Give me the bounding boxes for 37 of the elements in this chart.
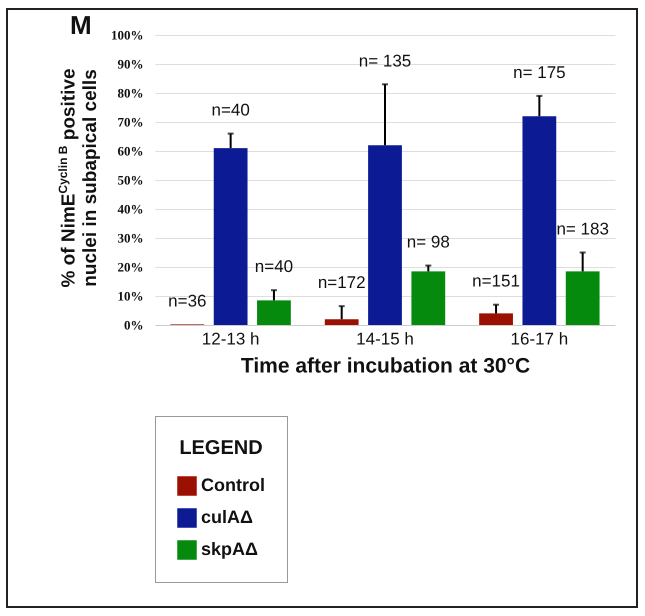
annotation: n=151 bbox=[472, 272, 520, 291]
legend-label: Control bbox=[201, 475, 265, 495]
x-tick-label: 12-13 h bbox=[202, 330, 260, 348]
annotation: n=40 bbox=[254, 257, 294, 276]
y-tick-label: 0% bbox=[124, 318, 144, 332]
legend-title: LEGEND bbox=[179, 437, 263, 459]
y-tick-label: 20% bbox=[118, 260, 144, 274]
y-tick-label: 10% bbox=[118, 288, 144, 304]
annotation: n= 98 bbox=[406, 232, 450, 252]
bar bbox=[411, 271, 446, 325]
chart-title: M bbox=[70, 10, 92, 40]
annotation: n= 135 bbox=[358, 51, 412, 70]
annotation: n= 183 bbox=[556, 220, 609, 238]
legend-label: culAΔ bbox=[201, 507, 254, 527]
legend-label: skpAΔ bbox=[201, 539, 258, 559]
bar bbox=[522, 116, 556, 325]
bar bbox=[324, 319, 359, 325]
bar bbox=[479, 313, 513, 325]
bar bbox=[566, 271, 600, 325]
annotation: n=36 bbox=[168, 291, 206, 310]
x-axis-title: Time after incubation at 30°C bbox=[240, 354, 530, 378]
bar bbox=[257, 300, 291, 325]
y-tick-label: 40% bbox=[118, 202, 144, 216]
annotation: n= 175 bbox=[513, 62, 566, 82]
x-tick-label: 16-17 h bbox=[510, 330, 568, 348]
annotation: n=40 bbox=[211, 100, 250, 120]
y-tick-label: 80% bbox=[118, 86, 144, 100]
y-tick-label: 50% bbox=[118, 172, 144, 188]
y-tick-label: 90% bbox=[118, 56, 144, 72]
bar bbox=[368, 145, 402, 325]
bar bbox=[214, 148, 248, 325]
x-tick-label: 14-15 h bbox=[356, 330, 414, 348]
y-tick-label: 70% bbox=[118, 114, 144, 130]
annotation: n=172 bbox=[318, 273, 366, 292]
y-tick-label: 30% bbox=[118, 230, 144, 246]
y-tick-label: 60% bbox=[118, 144, 144, 158]
y-tick-label: 100% bbox=[111, 28, 144, 42]
